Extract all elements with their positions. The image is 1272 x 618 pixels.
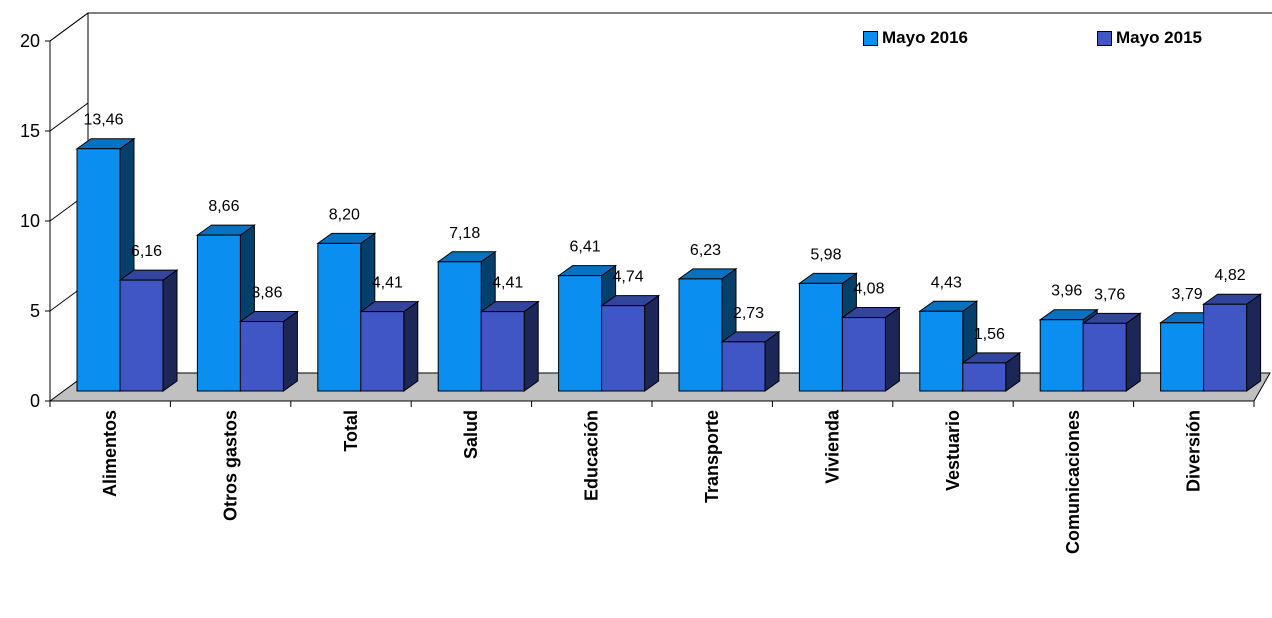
x-tick-label: Transporte [702,410,722,503]
data-label: 6,23 [690,242,721,259]
bar [798,282,843,392]
data-label: 3,76 [1094,286,1125,303]
bar [1082,322,1127,392]
bar-side [884,306,900,392]
bar [196,234,241,392]
bar [841,317,886,392]
data-label: 4,74 [613,269,644,286]
data-label: 4,82 [1215,267,1246,284]
bar [360,311,405,392]
data-label: 3,79 [1172,286,1203,303]
data-label: 4,41 [492,275,523,292]
y-tick-label: 15 [20,121,40,141]
bar [1203,303,1248,392]
bar [962,362,1007,392]
bar [119,279,164,392]
x-tick-label: Vestuario [943,410,963,491]
bar [558,275,603,392]
legend-item-series-1: Mayo 2016 [863,28,968,48]
legend-swatch-series-1 [863,30,878,46]
bar-side [644,294,660,392]
legend-item-series-2: Mayo 2015 [1097,28,1202,48]
legend-swatch-series-2 [1097,30,1112,46]
data-label: 1,56 [974,326,1005,343]
data-label: 8,20 [329,206,360,223]
bar [239,321,284,392]
y-tick-label: 5 [30,301,40,321]
bar [1039,319,1084,392]
data-label: 3,86 [251,285,282,302]
bar [437,261,482,392]
x-tick-label: Salud [461,410,481,459]
bar-side [1246,293,1262,392]
bar [678,278,723,392]
data-label: 7,18 [449,225,480,242]
data-label: 3,96 [1051,283,1082,300]
bar [76,148,121,392]
y-tick-depth [49,12,89,42]
bar [1160,322,1205,392]
bar-side [162,269,178,392]
bar [480,311,525,392]
x-tick-label: Vivienda [822,409,842,484]
bar-side [403,300,419,392]
data-label: 4,08 [853,281,884,298]
bar-side [282,310,298,392]
y-tick-label: 10 [20,211,40,231]
y-tick-label: 0 [30,391,40,411]
x-tick-label: Total [341,410,361,452]
x-tick-label: Otros gastos [220,410,240,521]
data-label: 4,43 [931,274,962,291]
x-tick-label: Comunicaciones [1063,410,1083,554]
y-tick-label: 20 [20,31,40,51]
data-label: 8,66 [208,198,239,215]
bar-side [523,300,539,392]
data-label: 6,16 [131,243,162,260]
bar-side [1125,312,1141,392]
data-label: 13,46 [83,112,123,129]
data-label: 5,98 [810,246,841,263]
bar [721,341,766,392]
bar [919,310,964,392]
data-label: 6,41 [570,239,601,256]
x-tick-label: Alimentos [100,410,120,497]
data-label: 4,41 [372,275,403,292]
bar [601,305,646,392]
data-label: 2,73 [733,305,764,322]
bar [317,242,362,392]
y-tick-depth [49,102,89,132]
legend-label-series-1: Mayo 2016 [882,28,968,47]
x-tick-label: Educación [582,410,602,501]
x-tick-label: Diversión [1184,410,1204,492]
legend-label-series-2: Mayo 2015 [1116,28,1202,47]
